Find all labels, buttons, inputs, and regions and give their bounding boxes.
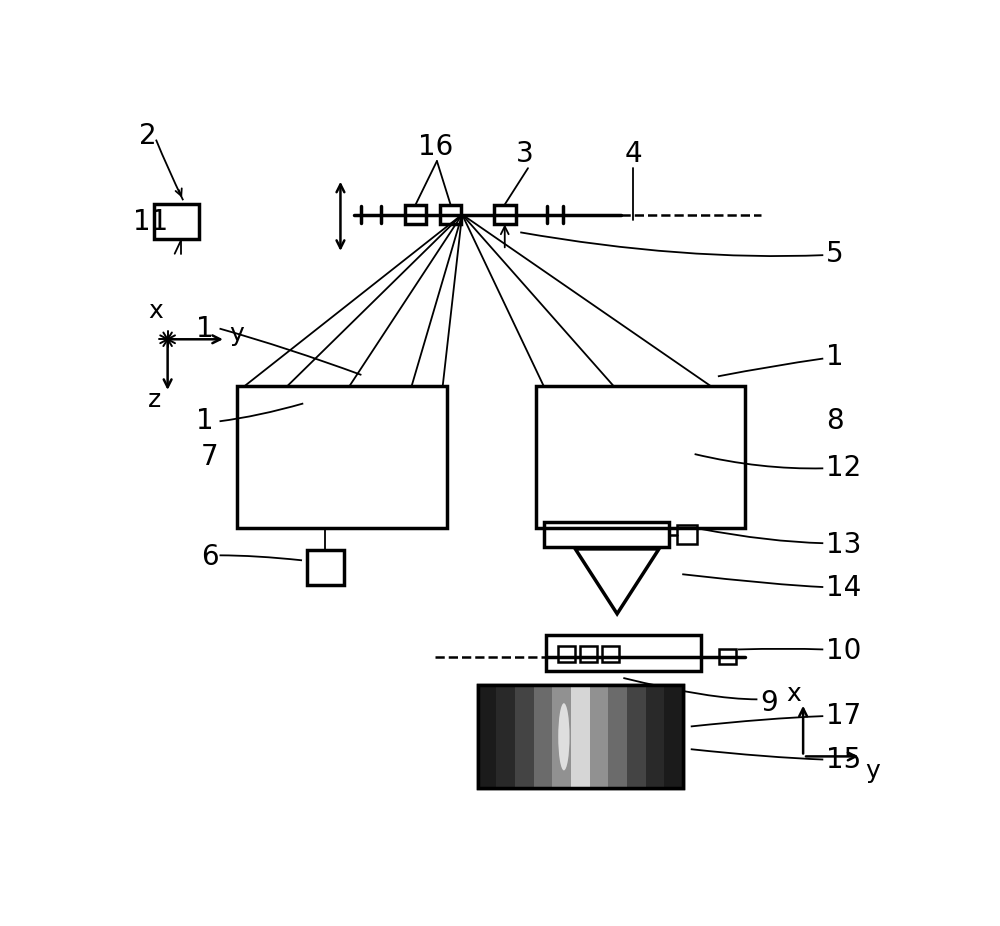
Bar <box>627 685 646 789</box>
Bar <box>515 685 534 789</box>
Bar <box>546 635 701 670</box>
Bar <box>494 205 516 224</box>
Bar <box>552 685 571 789</box>
Bar <box>590 685 608 789</box>
Bar <box>571 685 590 789</box>
Text: 1: 1 <box>196 315 214 343</box>
Text: 3: 3 <box>516 140 534 168</box>
Bar <box>571 685 590 789</box>
Text: y: y <box>230 321 244 345</box>
Text: x: x <box>786 682 801 706</box>
Bar <box>478 685 683 789</box>
Text: 1: 1 <box>196 407 214 435</box>
Bar <box>534 685 552 789</box>
Bar <box>677 525 697 544</box>
Text: 10: 10 <box>826 637 862 665</box>
Bar <box>580 646 597 661</box>
Text: 11: 11 <box>133 207 168 235</box>
Text: 1: 1 <box>826 344 844 371</box>
Text: 9: 9 <box>761 689 778 717</box>
Text: z: z <box>148 388 162 412</box>
Bar <box>478 685 496 789</box>
Text: 12: 12 <box>826 455 862 482</box>
Bar <box>307 550 344 584</box>
Bar <box>440 205 461 224</box>
Text: 17: 17 <box>826 702 862 730</box>
Text: 7: 7 <box>201 443 219 471</box>
Bar <box>478 685 683 789</box>
Bar <box>608 685 627 789</box>
Text: 15: 15 <box>826 745 862 773</box>
Text: 16: 16 <box>418 132 453 161</box>
Bar <box>602 646 619 661</box>
Bar <box>536 385 745 528</box>
Text: 8: 8 <box>826 407 844 435</box>
Bar <box>664 685 683 789</box>
Text: 13: 13 <box>826 532 862 559</box>
Text: 2: 2 <box>139 122 157 150</box>
Ellipse shape <box>558 703 570 770</box>
Text: 5: 5 <box>826 240 844 268</box>
Text: 6: 6 <box>201 543 219 570</box>
Bar <box>496 685 515 789</box>
Bar <box>558 646 575 661</box>
Text: 14: 14 <box>826 574 862 603</box>
Bar <box>719 649 736 665</box>
Bar <box>154 204 199 240</box>
Bar <box>544 522 669 547</box>
Bar <box>405 205 426 224</box>
Bar <box>237 385 447 528</box>
Text: 4: 4 <box>625 140 642 168</box>
Text: x: x <box>148 299 163 323</box>
Text: y: y <box>865 758 880 782</box>
Bar <box>646 685 664 789</box>
